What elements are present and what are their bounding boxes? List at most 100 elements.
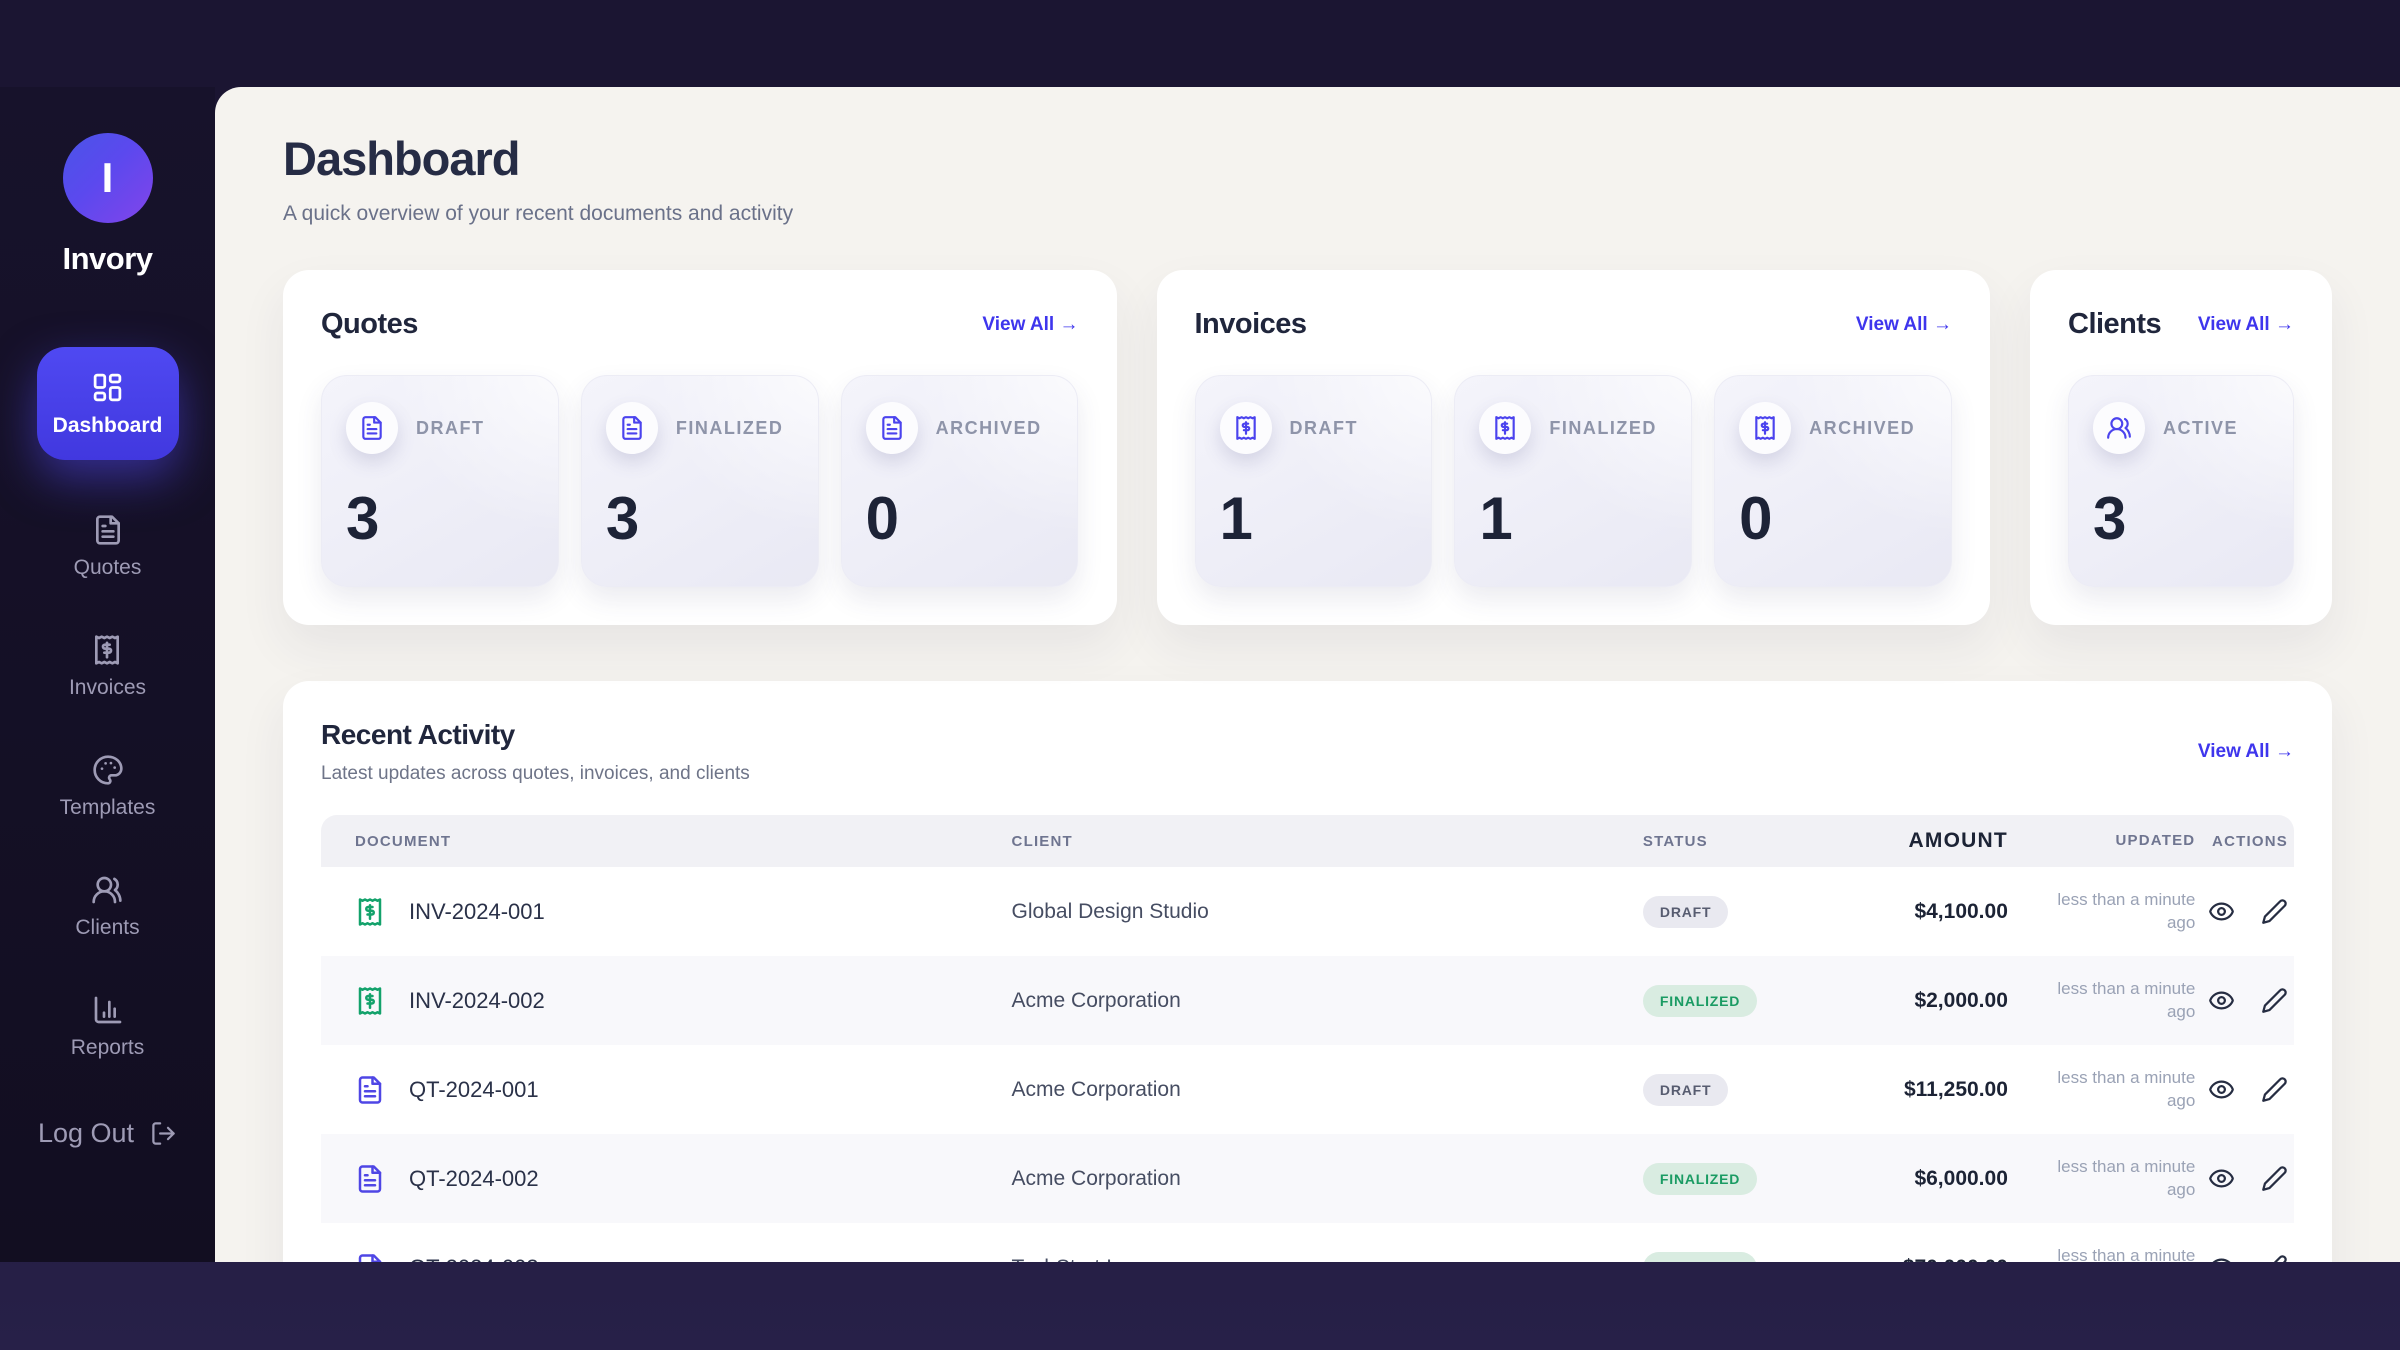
- sidebar-item-label: Invoices: [68, 676, 147, 699]
- invoices-view-all-link[interactable]: View All →: [1855, 313, 1952, 335]
- invoices-draft-tile: DRAFT 1: [1194, 375, 1433, 587]
- clients-view-all-link[interactable]: View All →: [2197, 313, 2294, 335]
- pencil-icon: [2261, 987, 2288, 1014]
- quotes-view-all-link[interactable]: View All →: [982, 313, 1079, 335]
- status-badge: DRAFT: [1642, 1073, 1729, 1106]
- table-row[interactable]: INV-2024-001 Global Design Studio DRAFT …: [321, 867, 2294, 956]
- sidebar-nav: Dashboard Quotes Invoices Templates Clie: [0, 347, 215, 1060]
- invoices-archived-tile: ARCHIVED 0: [1714, 375, 1952, 587]
- stat-label: DRAFT: [1289, 417, 1358, 438]
- main-content: Dashboard A quick overview of your recen…: [215, 87, 2400, 1262]
- table-row[interactable]: INV-2024-002 Acme Corporation FINALIZED …: [321, 956, 2294, 1045]
- eye-icon: [2208, 898, 2235, 925]
- logout-button[interactable]: Log Out: [38, 1118, 177, 1149]
- eye-icon: [2208, 1165, 2235, 1192]
- column-header-actions: ACTIONS: [2212, 832, 2288, 850]
- column-header-amount: AMOUNT: [1908, 829, 2008, 852]
- recent-activity-subtitle: Latest updates across quotes, invoices, …: [321, 763, 750, 784]
- quotes-draft-tile: DRAFT 3: [321, 375, 559, 587]
- stat-label: ACTIVE: [2163, 417, 2239, 438]
- receipt-icon: [91, 634, 123, 666]
- document-id: INV-2024-001: [409, 898, 545, 924]
- sidebar-item-dashboard[interactable]: Dashboard: [36, 347, 179, 460]
- table-row[interactable]: QT-2024-003 TechStart Inc. FINALIZED $70…: [321, 1223, 2294, 1262]
- edit-button[interactable]: [2261, 1165, 2288, 1192]
- amount-value: $4,100.00: [1914, 899, 2008, 923]
- quotes-archived-tile: ARCHIVED 0: [840, 375, 1079, 587]
- stat-value: 1: [1219, 485, 1253, 552]
- updated-text: less than a minute ago: [2057, 1246, 2196, 1262]
- stat-label: ARCHIVED: [1809, 417, 1916, 438]
- view-button[interactable]: [2208, 1076, 2235, 1103]
- updated-text: less than a minute ago: [2057, 1157, 2196, 1199]
- edit-button[interactable]: [2261, 1076, 2288, 1103]
- client-name: Global Design Studio: [1011, 899, 1209, 923]
- sidebar-item-label: Dashboard: [52, 414, 163, 437]
- column-header-updated: UPDATED: [2115, 832, 2196, 850]
- palette-icon: [92, 754, 124, 786]
- edit-button[interactable]: [2261, 898, 2288, 925]
- receipt-icon: [1479, 402, 1532, 454]
- column-header-client: CLIENT: [1011, 832, 1073, 850]
- recent-view-all-link[interactable]: View All →: [2197, 741, 2294, 762]
- brand-name: Invory: [62, 241, 153, 276]
- receipt-icon: [355, 897, 385, 927]
- clients-card: Clients View All → ACTIVE 3: [2030, 270, 2332, 625]
- pencil-icon: [2261, 1254, 2288, 1262]
- page-subtitle: A quick overview of your recent document…: [283, 202, 794, 225]
- document-icon: [355, 1075, 385, 1105]
- status-badge: DRAFT: [1642, 895, 1729, 928]
- logout-icon: [150, 1120, 177, 1147]
- table-header-row: DOCUMENT CLIENT STATUS AMOUNT UPDATED AC…: [321, 815, 2294, 867]
- sidebar-item-label: Reports: [70, 1036, 145, 1059]
- stat-label: FINALIZED: [675, 417, 784, 438]
- sidebar-item-label: Templates: [59, 796, 156, 819]
- table-row[interactable]: QT-2024-001 Acme Corporation DRAFT $11,2…: [321, 1045, 2294, 1134]
- users-icon: [2093, 402, 2145, 454]
- sidebar: I Invory Dashboard Quotes Invoices Te: [0, 87, 215, 1262]
- table-row[interactable]: QT-2024-002 Acme Corporation FINALIZED $…: [321, 1134, 2294, 1223]
- stat-label: DRAFT: [416, 417, 485, 438]
- stat-value: 0: [865, 485, 900, 552]
- updated-text: less than a minute ago: [2057, 979, 2196, 1021]
- users-icon: [91, 874, 123, 906]
- sidebar-item-invoices[interactable]: Invoices: [69, 634, 146, 700]
- sidebar-item-label: Quotes: [73, 556, 142, 579]
- edit-button[interactable]: [2261, 1254, 2288, 1262]
- view-button[interactable]: [2208, 987, 2235, 1014]
- view-button[interactable]: [2208, 898, 2235, 925]
- document-icon: [355, 1164, 385, 1194]
- stat-label: FINALIZED: [1549, 417, 1657, 438]
- page-title: Dashboard: [283, 132, 521, 185]
- view-button[interactable]: [2208, 1254, 2235, 1262]
- sidebar-item-templates[interactable]: Templates: [59, 754, 156, 820]
- updated-text: less than a minute ago: [2057, 1068, 2196, 1110]
- document-id: QT-2024-001: [409, 1076, 539, 1102]
- client-name: Acme Corporation: [1011, 1166, 1181, 1190]
- updated-text: less than a minute ago: [2057, 890, 2196, 932]
- column-header-document: DOCUMENT: [355, 832, 452, 850]
- receipt-icon: [1739, 402, 1792, 454]
- clients-active-tile: ACTIVE 3: [2068, 375, 2294, 587]
- summary-cards-row: Quotes View All → DRAFT 3: [283, 270, 2332, 625]
- sidebar-item-clients[interactable]: Clients: [75, 874, 140, 940]
- pencil-icon: [2261, 1165, 2288, 1192]
- status-badge: FINALIZED: [1642, 1162, 1758, 1195]
- document-icon: [92, 514, 124, 546]
- column-header-status: STATUS: [1642, 832, 1708, 850]
- sidebar-item-quotes[interactable]: Quotes: [73, 514, 142, 580]
- view-button[interactable]: [2208, 1165, 2235, 1192]
- brand-initial: I: [101, 154, 114, 201]
- stat-value: 3: [2093, 485, 2127, 552]
- receipt-icon: [1219, 402, 1272, 454]
- document-id: INV-2024-002: [409, 987, 545, 1013]
- clients-card-title: Clients: [2068, 308, 2162, 340]
- pencil-icon: [2261, 1076, 2288, 1103]
- quotes-card: Quotes View All → DRAFT 3: [283, 270, 1117, 625]
- edit-button[interactable]: [2261, 987, 2288, 1014]
- sidebar-item-reports[interactable]: Reports: [70, 994, 145, 1060]
- bar-chart-icon: [92, 994, 124, 1026]
- amount-value: $11,250.00: [1903, 1077, 2008, 1101]
- amount-value: $70,000.00: [1850, 1256, 2008, 1263]
- status-badge: FINALIZED: [1642, 984, 1758, 1017]
